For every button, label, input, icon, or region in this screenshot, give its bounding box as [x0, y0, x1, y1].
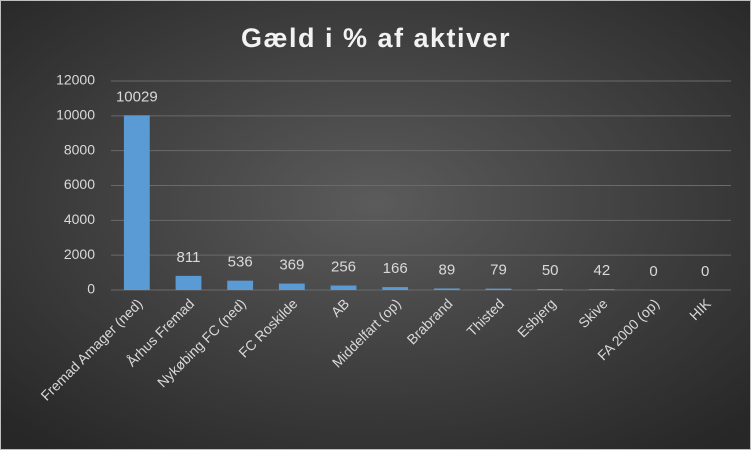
data-label: 811	[177, 249, 201, 266]
y-tick-label: 0	[87, 281, 95, 297]
bar	[175, 275, 202, 290]
bar	[123, 115, 150, 290]
data-label: 50	[542, 262, 559, 279]
bar	[485, 288, 512, 290]
y-tick-label: 12000	[56, 72, 95, 88]
y-tick-label: 8000	[64, 141, 95, 157]
y-tick-label: 6000	[64, 176, 95, 192]
data-label: 42	[593, 262, 610, 279]
bar	[382, 287, 409, 290]
y-tick-label: 4000	[64, 211, 95, 227]
data-label: 536	[228, 254, 253, 271]
data-label: 369	[279, 257, 304, 274]
bar	[278, 283, 305, 290]
bar	[588, 289, 615, 290]
data-label: 79	[490, 262, 507, 279]
data-label: 256	[331, 259, 356, 276]
data-label: 10029	[116, 88, 158, 105]
y-tick-label: 2000	[64, 246, 95, 262]
bar	[330, 285, 357, 290]
data-label: 166	[383, 260, 408, 277]
bar	[227, 280, 254, 290]
data-label: 0	[649, 263, 657, 280]
bar	[537, 289, 564, 290]
y-tick-label: 10000	[56, 107, 95, 123]
data-label: 89	[438, 261, 455, 278]
bar	[433, 288, 460, 290]
chart-title: Gæld i % af aktiver	[241, 23, 511, 53]
data-label: 0	[701, 263, 709, 280]
